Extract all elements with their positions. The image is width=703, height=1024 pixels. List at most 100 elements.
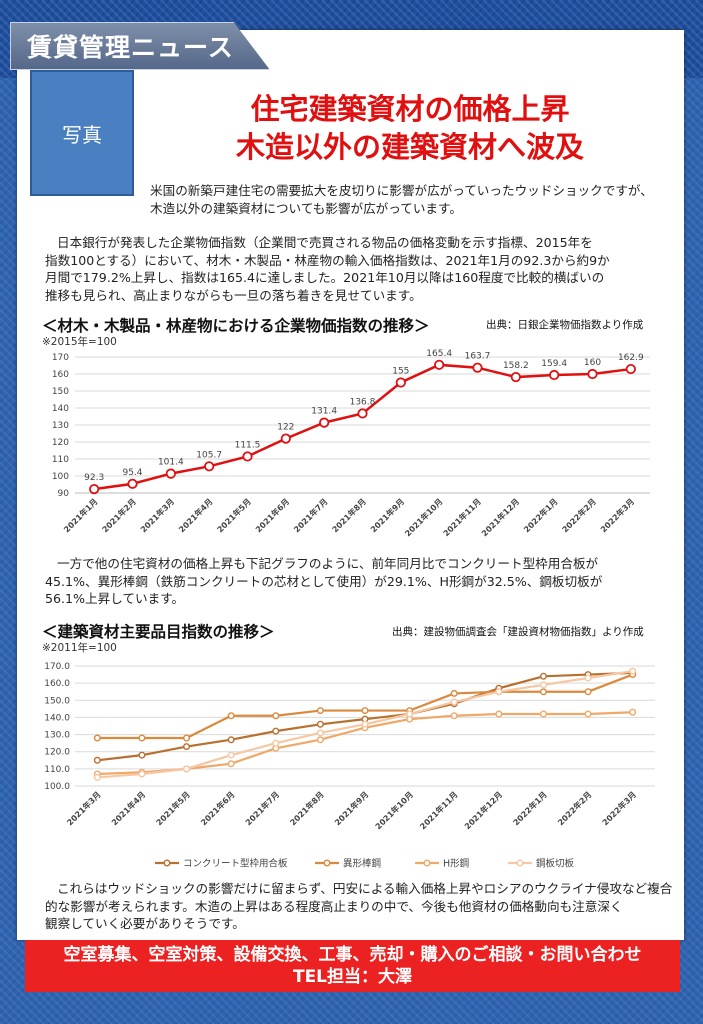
data-point bbox=[358, 409, 366, 417]
data-point bbox=[139, 735, 145, 741]
data-point bbox=[496, 689, 502, 695]
legend-marker bbox=[517, 860, 523, 866]
data-point bbox=[541, 711, 547, 717]
data-label: 92.3 bbox=[84, 473, 104, 483]
data-label: 155 bbox=[392, 367, 409, 377]
photo-placeholder: 写真 bbox=[30, 70, 134, 196]
data-point bbox=[228, 752, 234, 758]
paragraph-line: 45.1%、異形棒鋼（鉄筋コンクリートの芯材として使用）が29.1%、H形鋼が3… bbox=[45, 573, 675, 591]
data-point bbox=[512, 373, 520, 381]
data-label: 111.5 bbox=[235, 440, 261, 450]
data-point bbox=[541, 673, 547, 679]
data-point bbox=[228, 713, 234, 719]
data-point bbox=[273, 740, 279, 746]
data-point bbox=[320, 418, 328, 426]
paragraph-line: 推移も見られ、高止まりながらも一旦の落ち着きを見せています。 bbox=[45, 287, 675, 305]
x-tick-label: 2021年11月 bbox=[418, 789, 460, 831]
x-tick-label: 2022年1月 bbox=[511, 789, 549, 827]
data-point bbox=[228, 737, 234, 743]
data-point bbox=[473, 364, 481, 372]
paragraph-3: これらはウッドショックの影響だけに留まらず、円安による輸入価格上昇やロシアのウク… bbox=[45, 880, 675, 933]
paragraph-line: 一方で他の住宅資材の価格上昇も下記グラフのように、前年同月比でコンクリート型枠用… bbox=[45, 555, 675, 573]
data-point bbox=[90, 485, 98, 493]
data-point bbox=[95, 735, 101, 741]
paragraph-line: 観察していく必要がありそうです。 bbox=[45, 915, 675, 933]
data-point bbox=[362, 708, 368, 714]
paragraph-2: 一方で他の住宅資材の価格上昇も下記グラフのように、前年同月比でコンクリート型枠用… bbox=[45, 555, 675, 608]
legend-label: 鋼板切板 bbox=[536, 858, 575, 870]
data-label: 159.4 bbox=[541, 359, 567, 369]
y-tick-label: 130 bbox=[52, 421, 69, 431]
data-label: 101.4 bbox=[158, 458, 184, 468]
x-tick-label: 2021年7月 bbox=[243, 789, 281, 827]
paragraph-line: 月間で179.2%上昇し、指数は165.4に達しました。2021年10月以降は1… bbox=[45, 269, 675, 287]
data-point bbox=[630, 668, 636, 674]
x-tick-label: 2021年3月 bbox=[138, 496, 176, 534]
y-tick-label: 100 bbox=[52, 472, 69, 482]
data-point bbox=[167, 469, 175, 477]
x-tick-label: 2021年4月 bbox=[177, 496, 215, 534]
data-point bbox=[627, 365, 635, 373]
data-point bbox=[273, 728, 279, 734]
headline: 住宅建築資材の価格上昇 木造以外の建築資材へ波及 bbox=[150, 90, 670, 166]
x-tick-label: 2021年10月 bbox=[373, 789, 415, 831]
data-point bbox=[630, 709, 636, 715]
chart2-svg: 100.0 110.0 120.0 130.0 140.0 150.0 160.0 170.0… bbox=[30, 652, 670, 877]
data-point bbox=[95, 757, 101, 763]
chart2-source: 出典：建設物価調査会「建設資材物価指数」より作成 bbox=[392, 624, 644, 639]
data-point bbox=[496, 711, 502, 717]
data-point bbox=[397, 378, 405, 386]
data-point bbox=[541, 682, 547, 688]
intro-line: 木造以外の建築資材についても影響が広がっています。 bbox=[150, 200, 670, 218]
y-tick-label: 90 bbox=[58, 489, 70, 499]
x-tick-label: 2021年3月 bbox=[65, 789, 103, 827]
x-tick-label: 2021年1月 bbox=[62, 496, 100, 534]
data-point bbox=[273, 713, 279, 719]
data-point bbox=[318, 737, 324, 743]
y-tick-label: 110 bbox=[52, 455, 69, 465]
y-tick-label: 110.0 bbox=[44, 765, 70, 775]
legend-marker bbox=[424, 860, 430, 866]
data-point bbox=[451, 713, 457, 719]
data-point bbox=[243, 452, 251, 460]
data-point bbox=[588, 370, 596, 378]
data-point bbox=[585, 711, 591, 717]
data-label: 131.4 bbox=[311, 407, 337, 417]
data-label: 122 bbox=[277, 423, 294, 433]
newsletter-title-tab: 賃貸管理ニュース bbox=[10, 22, 270, 70]
x-tick-label: 2022年3月 bbox=[598, 496, 636, 534]
legend-label: 異形棒鋼 bbox=[343, 858, 381, 870]
y-tick-label: 130.0 bbox=[44, 731, 70, 741]
x-tick-label: 2022年3月 bbox=[600, 789, 638, 827]
paragraph-line: これらはウッドショックの影響だけに留まらず、円安による輸入価格上昇やロシアのウク… bbox=[45, 880, 675, 898]
data-label: 163.7 bbox=[465, 352, 491, 362]
paragraph-line: 的な影響が考えられます。木造の上昇はある程度高止まりの中で、今後も他資材の価格動… bbox=[45, 898, 675, 916]
data-point bbox=[435, 361, 443, 369]
x-tick-label: 2021年6月 bbox=[253, 496, 291, 534]
chart1-title: ＜材木・木製品・林産物における企業物価指数の推移＞ bbox=[42, 314, 430, 336]
intro-text: 米国の新築戸建住宅の需要拡大を皮切りに影響が広がっていったウッドショックですが、… bbox=[150, 182, 670, 217]
x-tick-label: 2021年6月 bbox=[198, 789, 236, 827]
chart2-title: ＜建築資材主要品目指数の推移＞ bbox=[42, 620, 275, 642]
x-tick-label: 2021年2月 bbox=[100, 496, 138, 534]
y-tick-label: 150 bbox=[52, 387, 69, 397]
x-tick-label: 2021年12月 bbox=[462, 789, 504, 831]
x-tick-label: 2021年4月 bbox=[109, 789, 147, 827]
y-tick-label: 170.0 bbox=[44, 662, 70, 672]
x-tick-label: 2022年2月 bbox=[555, 789, 593, 827]
data-point bbox=[318, 708, 324, 714]
data-label: 160 bbox=[584, 358, 601, 368]
data-point bbox=[541, 689, 547, 695]
headline-line2: 木造以外の建築資材へ波及 bbox=[150, 128, 670, 166]
legend-label: H形鋼 bbox=[443, 858, 469, 870]
y-tick-label: 140.0 bbox=[44, 713, 70, 723]
x-tick-label: 2021年5月 bbox=[154, 789, 192, 827]
data-point bbox=[205, 462, 213, 470]
contact-banner[interactable]: 空室募集、空室対策、設備交換、工事、売却・購入のご相談・お問い合わせ TEL担当… bbox=[25, 940, 680, 992]
headline-line1: 住宅建築資材の価格上昇 bbox=[150, 90, 670, 128]
paragraph-line: 56.1%上昇しています。 bbox=[45, 590, 675, 608]
y-tick-label: 170 bbox=[52, 353, 69, 363]
x-tick-label: 2021年9月 bbox=[332, 789, 370, 827]
data-point bbox=[184, 766, 190, 772]
intro-line: 米国の新築戸建住宅の需要拡大を皮切りに影響が広がっていったウッドショックですが、 bbox=[150, 182, 670, 200]
